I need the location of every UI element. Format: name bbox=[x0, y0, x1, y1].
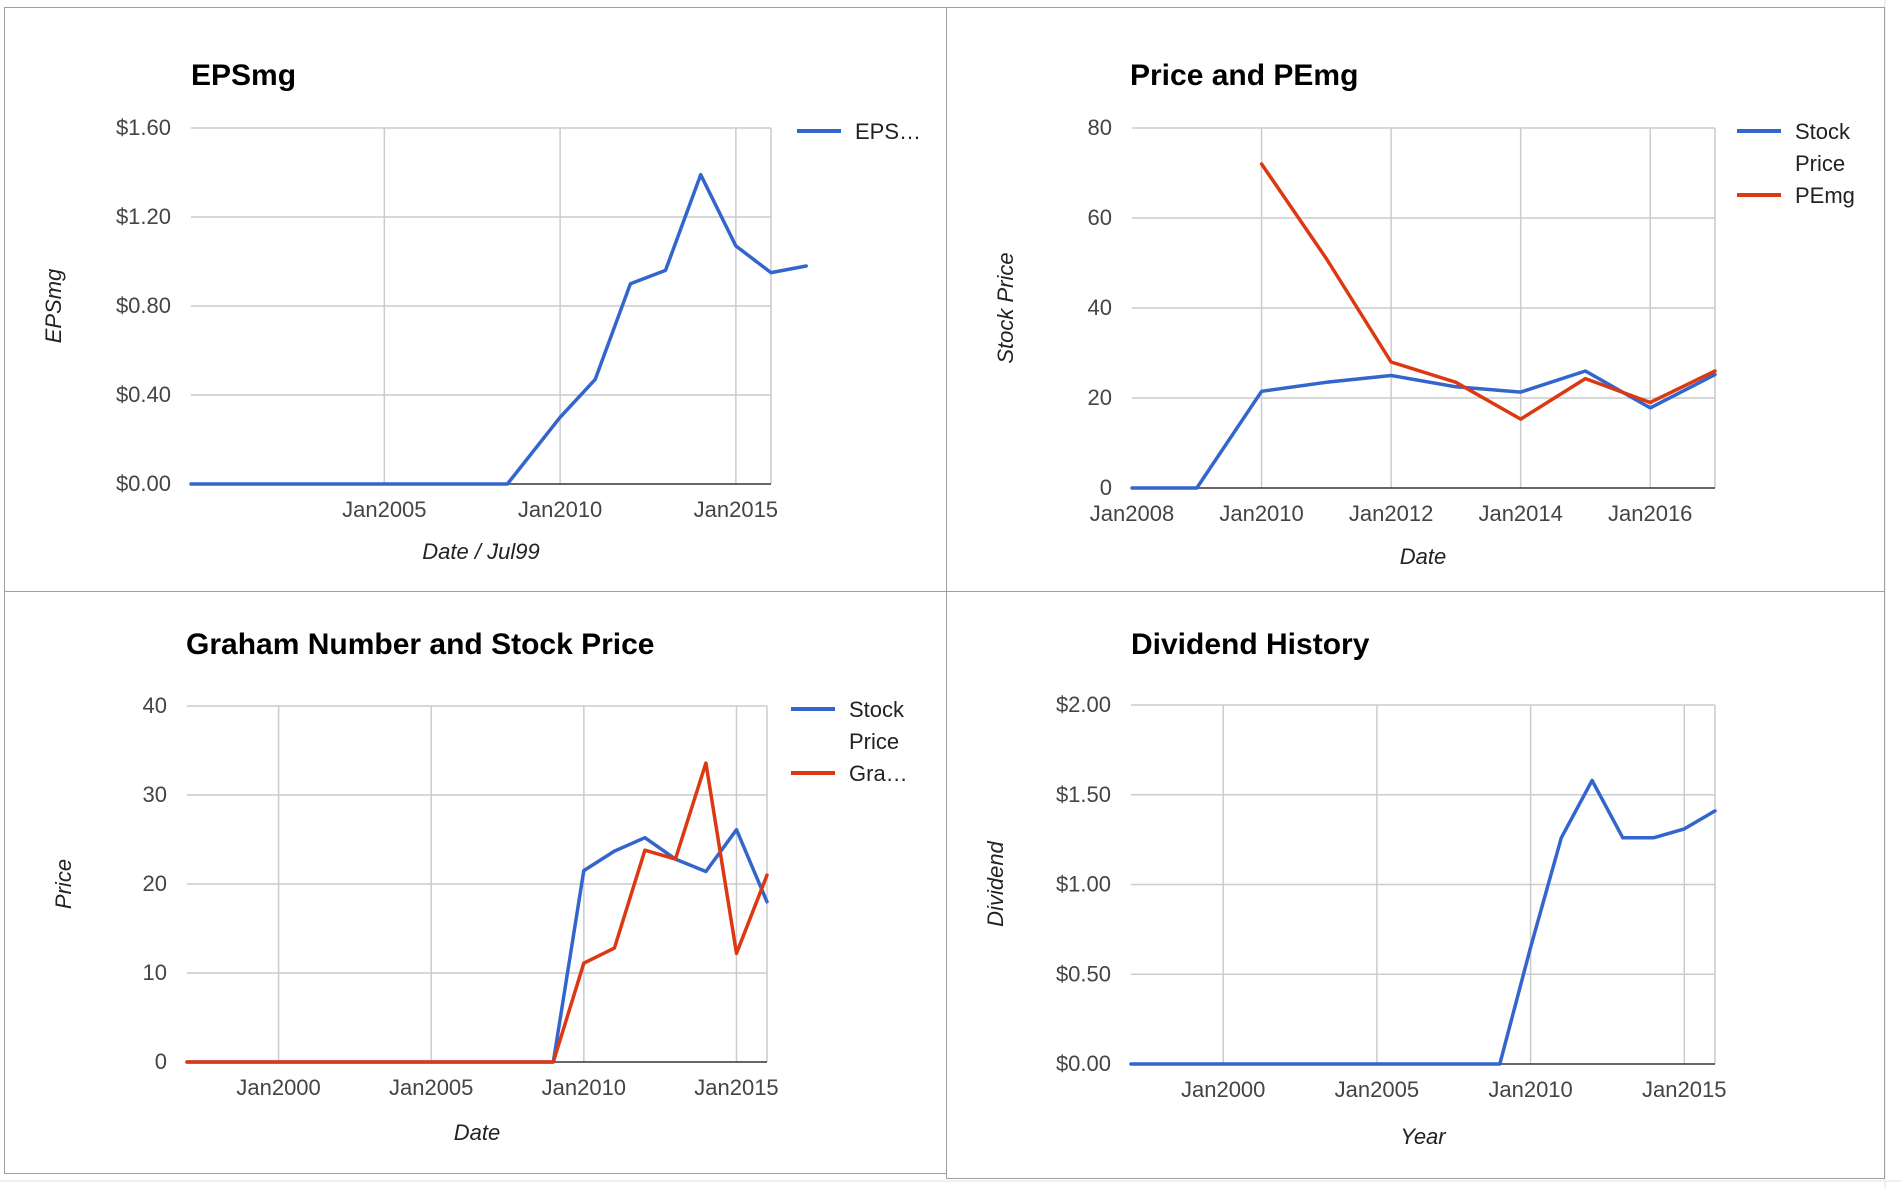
x-tick-label: Jan2010 bbox=[1219, 501, 1303, 526]
series-line-stock-price bbox=[1130, 369, 1717, 490]
y-tick-label: $0.50 bbox=[1056, 961, 1111, 986]
x-tick-label: Jan2005 bbox=[1335, 1077, 1419, 1102]
x-tick-label: Jan2000 bbox=[236, 1075, 320, 1100]
chart-title: Graham Number and Stock Price bbox=[186, 628, 655, 661]
y-axis-title: Dividend bbox=[983, 840, 1008, 926]
legend-label[interactable]: Stock Price bbox=[849, 697, 905, 754]
x-tick-label: Jan2010 bbox=[518, 497, 602, 522]
y-tick-label: $0.00 bbox=[116, 471, 171, 496]
y-tick-label: $0.40 bbox=[116, 382, 171, 407]
x-tick-label: Jan2015 bbox=[694, 1075, 778, 1100]
x-tick-label: Jan2005 bbox=[389, 1075, 473, 1100]
x-tick-label: Jan2015 bbox=[694, 497, 778, 522]
chart-panel-dividend-history[interactable]: Dividend History $0.00 $0.50 $1.00 $1.50 $2.0… bbox=[946, 591, 1885, 1179]
y-axis-title: Stock Price bbox=[993, 252, 1018, 363]
x-tick-label: Jan2000 bbox=[1181, 1077, 1265, 1102]
y-tick-label: 0 bbox=[1100, 475, 1112, 500]
y-tick-label: 20 bbox=[143, 871, 167, 896]
legend-label[interactable]: PEmg bbox=[1795, 183, 1855, 208]
y-tick-label: 10 bbox=[143, 960, 167, 985]
x-axis-title: Date / Jul99 bbox=[422, 539, 539, 564]
y-tick-label: $0.80 bbox=[116, 293, 171, 318]
legend-label-line: Price bbox=[1795, 151, 1845, 176]
chart-title: EPSmg bbox=[191, 59, 296, 92]
y-tick-label: 80 bbox=[1088, 115, 1112, 140]
series-line-gra bbox=[185, 761, 769, 1064]
y-tick-label: 0 bbox=[155, 1049, 167, 1074]
legend-label[interactable]: Gra… bbox=[849, 761, 908, 786]
series-line-eps bbox=[189, 172, 808, 486]
x-axis-title: Date bbox=[1400, 544, 1446, 569]
legend-label-line: Stock bbox=[1795, 119, 1851, 144]
y-tick-label: $1.50 bbox=[1056, 782, 1111, 807]
y-tick-label: $2.00 bbox=[1056, 692, 1111, 717]
x-tick-label: Jan2016 bbox=[1608, 501, 1692, 526]
series-line bbox=[1129, 778, 1717, 1066]
y-axis-title: EPSmg bbox=[41, 268, 66, 343]
dividend-history-chart: Dividend History $0.00 $0.50 $1.00 $1.50 $2.0… bbox=[983, 628, 1726, 1149]
x-tick-label: Jan2005 bbox=[342, 497, 426, 522]
graham-number-chart: Graham Number and Stock Price 0 10 20 30 40 Ja… bbox=[51, 628, 908, 1145]
chart-panel-epsmg[interactable]: EPSmg $0.00 $0.40 $0.80 $1.20 $1.60 Jan2005 Jan… bbox=[4, 7, 947, 592]
y-tick-label: 40 bbox=[1088, 295, 1112, 320]
x-tick-label: Jan2012 bbox=[1349, 501, 1433, 526]
legend-label[interactable]: Stock Price bbox=[1795, 119, 1851, 176]
x-tick-label: Jan2010 bbox=[542, 1075, 626, 1100]
y-tick-label: 60 bbox=[1088, 205, 1112, 230]
epsmg-chart: EPSmg $0.00 $0.40 $0.80 $1.20 $1.60 Jan2005 Jan… bbox=[41, 59, 921, 564]
chart-panel-graham-number[interactable]: Graham Number and Stock Price 0 10 20 30 40 Ja… bbox=[4, 591, 947, 1174]
x-tick-label: Jan2015 bbox=[1642, 1077, 1726, 1102]
legend-label-line: Stock bbox=[849, 697, 905, 722]
y-tick-label: 20 bbox=[1088, 385, 1112, 410]
y-tick-label: $1.00 bbox=[1056, 872, 1111, 897]
y-axis-title: Price bbox=[51, 859, 76, 909]
chart-title: Dividend History bbox=[1131, 628, 1370, 661]
legend-label-line: Price bbox=[849, 729, 899, 754]
y-tick-label: $0.00 bbox=[1056, 1051, 1111, 1076]
chart-panel-price-pemg[interactable]: Price and PEmg 0 20 40 60 80 Jan2008 Jan2010 Jan… bbox=[946, 7, 1885, 592]
y-tick-label: 30 bbox=[143, 782, 167, 807]
price-pemg-chart: Price and PEmg 0 20 40 60 80 Jan2008 Jan2010 Jan… bbox=[993, 59, 1855, 569]
y-tick-label: $1.60 bbox=[116, 115, 171, 140]
chart-title: Price and PEmg bbox=[1130, 59, 1358, 92]
legend-label[interactable]: EPS… bbox=[855, 119, 921, 144]
x-tick-label: Jan2008 bbox=[1090, 501, 1174, 526]
x-tick-label: Jan2010 bbox=[1488, 1077, 1572, 1102]
x-tick-label: Jan2014 bbox=[1478, 501, 1562, 526]
series-line-stock-price bbox=[185, 827, 769, 1064]
series-line-pemg bbox=[1259, 162, 1717, 421]
x-axis-title: Date bbox=[454, 1120, 500, 1145]
y-tick-label: 40 bbox=[143, 693, 167, 718]
x-axis-title: Year bbox=[1400, 1124, 1447, 1149]
y-tick-label: $1.20 bbox=[116, 204, 171, 229]
